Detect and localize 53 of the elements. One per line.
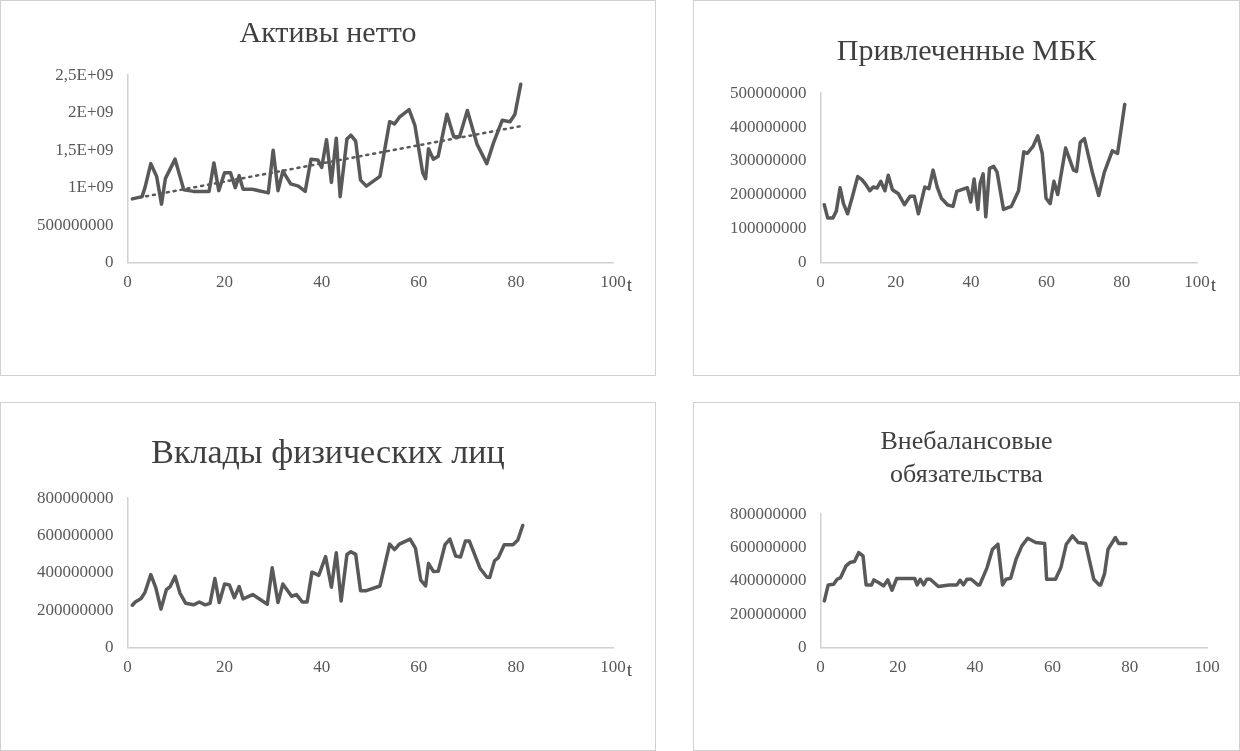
x-tick-label: 60 bbox=[410, 657, 428, 677]
x-tick-label: 100 bbox=[600, 657, 626, 677]
chart-title: Вклады физических лиц bbox=[150, 432, 506, 472]
y-tick-label: 200000000 bbox=[730, 184, 807, 204]
x-tick-label: 0 bbox=[816, 657, 825, 677]
y-tick-label: 500000000 bbox=[37, 214, 114, 234]
x-tick-label: 100 bbox=[600, 272, 626, 292]
x-axis-title: t bbox=[627, 275, 633, 296]
x-tick-label: 60 bbox=[410, 272, 428, 292]
x-tick-label: 20 bbox=[216, 272, 234, 292]
y-tick-label: 1E+09 bbox=[68, 177, 114, 197]
x-tick-label: 0 bbox=[123, 272, 132, 292]
y-tick-label: 800000000 bbox=[730, 503, 807, 523]
x-tick-label: 60 bbox=[1043, 657, 1061, 677]
y-tick-label: 400000000 bbox=[37, 562, 114, 582]
x-axis-title: t bbox=[1211, 275, 1217, 296]
chart-title: Внебалансовые обязательства bbox=[879, 425, 1054, 490]
y-tick-label: 300000000 bbox=[730, 150, 807, 170]
y-tick-label: 400000000 bbox=[730, 116, 807, 136]
y-tick-label: 600000000 bbox=[730, 537, 807, 557]
y-tick-label: 0 bbox=[105, 252, 114, 272]
y-tick-label: 2,5E+09 bbox=[55, 64, 114, 84]
x-tick-label: 0 bbox=[123, 657, 132, 677]
x-tick-label: 20 bbox=[216, 657, 234, 677]
x-tick-label: 80 bbox=[507, 272, 525, 292]
y-tick-label: 200000000 bbox=[37, 599, 114, 619]
y-tick-label: 100000000 bbox=[730, 218, 807, 238]
x-axis-title: t bbox=[627, 660, 633, 681]
x-tick-label: 100 bbox=[1194, 657, 1220, 677]
chart-title: Активы нетто bbox=[238, 14, 418, 50]
y-tick-label: 800000000 bbox=[37, 487, 114, 507]
chart-title: Привлеченные МБК bbox=[835, 32, 1098, 68]
x-tick-label: 80 bbox=[507, 657, 525, 677]
y-tick-label: 400000000 bbox=[730, 570, 807, 590]
x-tick-label: 20 bbox=[889, 657, 907, 677]
x-tick-label: 40 bbox=[313, 272, 331, 292]
y-tick-label: 500000000 bbox=[730, 82, 807, 102]
y-tick-label: 0 bbox=[105, 637, 114, 657]
x-tick-label: 40 bbox=[966, 657, 984, 677]
x-tick-label: 20 bbox=[887, 272, 905, 292]
y-tick-label: 0 bbox=[798, 252, 807, 272]
x-tick-label: 40 bbox=[962, 272, 980, 292]
x-tick-label: 40 bbox=[313, 657, 331, 677]
y-tick-label: 1,5E+09 bbox=[55, 139, 114, 159]
x-tick-label: 60 bbox=[1037, 272, 1055, 292]
y-tick-label: 200000000 bbox=[730, 603, 807, 623]
y-tick-label: 2E+09 bbox=[68, 102, 114, 122]
x-tick-label: 0 bbox=[816, 272, 825, 292]
x-tick-label: 80 bbox=[1121, 657, 1139, 677]
x-tick-label: 80 bbox=[1113, 272, 1131, 292]
y-tick-label: 0 bbox=[798, 637, 807, 657]
x-tick-label: 100 bbox=[1184, 272, 1210, 292]
y-tick-label: 600000000 bbox=[37, 525, 114, 545]
